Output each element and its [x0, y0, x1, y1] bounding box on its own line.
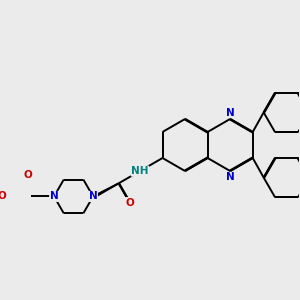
Text: NH: NH — [131, 166, 149, 176]
Text: N: N — [50, 191, 58, 201]
Text: O: O — [125, 198, 134, 208]
Text: O: O — [0, 191, 6, 201]
Text: N: N — [89, 191, 98, 201]
Text: N: N — [226, 172, 235, 182]
Text: N: N — [226, 108, 235, 118]
Text: O: O — [24, 170, 32, 180]
